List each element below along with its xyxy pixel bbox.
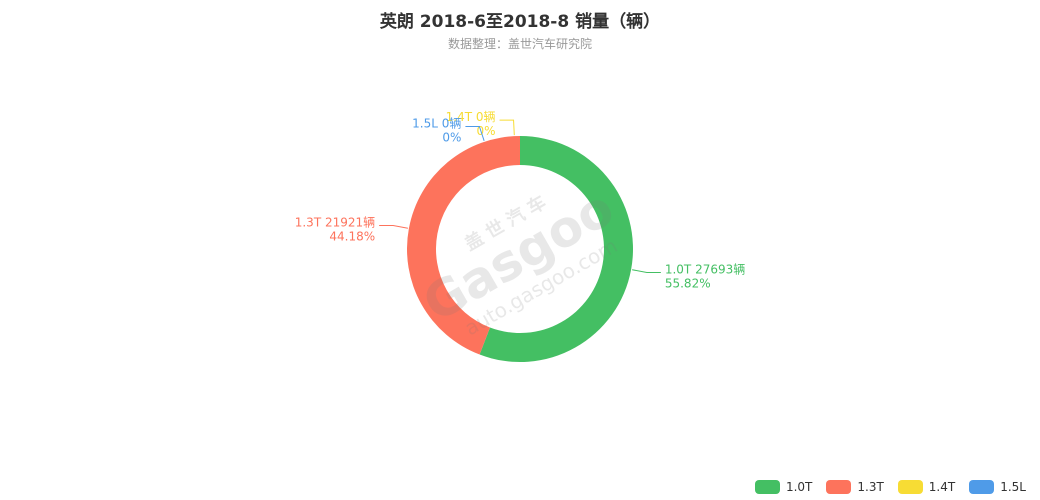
legend-item-1.5L[interactable]: 1.5L <box>969 480 1026 494</box>
slice-label-1.4T: 1.4T 0辆 <box>446 110 496 124</box>
slice-percent-1.3T: 44.18% <box>329 230 375 244</box>
slice-percent-1.0T: 55.82% <box>665 276 711 290</box>
legend-item-1.4T[interactable]: 1.4T <box>897 480 956 494</box>
legend-label-1.0T: 1.0T <box>785 480 813 494</box>
legend-label-1.3T: 1.3T <box>857 480 884 494</box>
chart-title: 英朗 2018-6至2018-8 销量（辆） <box>379 12 661 32</box>
legend-item-1.0T[interactable]: 1.0T <box>754 480 813 494</box>
leader-line-1.4T <box>499 119 515 136</box>
legend-swatch-1.5L <box>969 480 995 494</box>
legend-swatch-1.4T <box>897 480 923 494</box>
legend-swatch-1.0T <box>754 480 780 494</box>
leader-line-1.0T <box>632 269 661 273</box>
leader-line-1.5L <box>465 126 485 141</box>
slice-1.0T <box>479 136 634 362</box>
slice-label-1.0T: 1.0T 27693辆 <box>665 262 745 276</box>
slice-1.3T <box>407 136 520 355</box>
slice-percent-1.4T: 0% <box>477 124 496 138</box>
slice-label-1.5L: 1.5L 0辆 <box>412 117 461 131</box>
slice-percent-1.5L: 0% <box>442 131 461 145</box>
legend-label-1.4T: 1.4T <box>928 480 956 494</box>
chart-subtitle: 数据整理：盖世汽车研究院 <box>447 37 592 51</box>
legend-label-1.5L: 1.5L <box>1000 480 1026 494</box>
legend-swatch-1.3T <box>826 480 852 494</box>
legend-item-1.3T[interactable]: 1.3T <box>826 480 884 494</box>
legend: 1.0T 1.3T 1.4T 1.5L <box>754 480 1026 494</box>
slice-label-1.3T: 1.3T 21921辆 <box>295 216 375 230</box>
donut-slices <box>407 136 634 362</box>
leader-line-1.3T <box>379 225 408 229</box>
